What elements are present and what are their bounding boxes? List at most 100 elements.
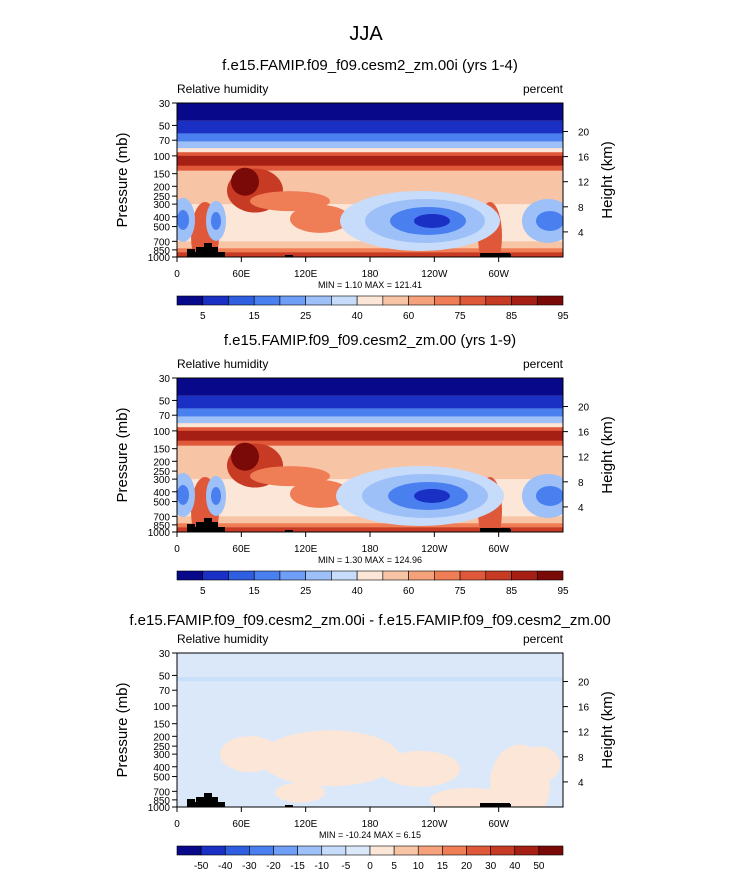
stratosphere-band [177, 103, 563, 121]
variable-label: Relative humidity [177, 357, 268, 371]
colorbar-swatch [382, 295, 409, 306]
colorbar-swatch [297, 845, 323, 856]
y2-tick-label: 16 [578, 703, 590, 714]
colorbar-label: 40 [352, 311, 364, 322]
y2-tick-label: 8 [578, 753, 584, 764]
positive-anomaly [430, 787, 510, 807]
colorbar: 5 15 25 40 60 75 85 95 [176, 295, 569, 322]
x-tick-label: 60E [232, 819, 250, 830]
y-tick-label: 850 [153, 796, 170, 807]
y-tick-label: 300 [153, 200, 170, 211]
y-tick-label: 150 [153, 445, 170, 456]
y-tick-label: 1000 [148, 253, 171, 264]
dry-blob-pacific-center [414, 488, 450, 503]
y2-tick-label: 8 [578, 478, 584, 489]
colorbar-swatch [321, 845, 347, 856]
monsoon-core [231, 167, 259, 196]
x-tick-label: 60E [232, 544, 250, 555]
x-tick-label: 120E [294, 819, 318, 830]
colorbar-swatch [253, 295, 281, 306]
topography-block [204, 518, 212, 532]
y-tick-label: 100 [153, 427, 170, 438]
positive-anomaly [275, 782, 325, 803]
colorbar-swatch [253, 570, 281, 581]
min-max-stats: MIN = 1.10 MAX = 121.41 [318, 280, 422, 290]
colorbar-label: -15 [290, 861, 305, 872]
colorbar-swatch [434, 570, 461, 581]
colorbar-swatch [224, 845, 250, 856]
panel-title: f.e15.FAMIP.f09_f09.cesm2_zm.00i - f.e15… [129, 612, 610, 629]
topography-block [285, 805, 293, 807]
y-tick-label: 70 [159, 411, 171, 422]
y-tick-label: 1000 [148, 528, 171, 539]
contour-field [177, 378, 563, 532]
y2-tick-label: 20 [578, 403, 590, 414]
topography-block [204, 243, 212, 257]
positive-anomaly [380, 750, 460, 787]
colorbar-label: -30 [242, 861, 257, 872]
stratosphere-band [177, 423, 563, 428]
x-tick-label: 120W [421, 819, 448, 830]
colorbar-swatch [490, 845, 516, 856]
variable-label: Relative humidity [177, 82, 268, 96]
topography-block [480, 803, 510, 807]
topography-block [187, 252, 223, 257]
y-axis-title: Pressure (mb) [114, 407, 131, 502]
colorbar-swatch [382, 570, 409, 581]
colorbar-label: 95 [557, 311, 569, 322]
y-tick-label: 1000 [148, 803, 171, 814]
colorbar-swatch [331, 295, 358, 306]
dry-blob-0e-core [177, 484, 189, 505]
panel-title: f.e15.FAMIP.f09_f09.cesm2_zm.00i (yrs 1-… [222, 57, 518, 74]
colorbar-swatch [393, 845, 419, 856]
y-tick-label: 250 [153, 467, 170, 478]
y-tick-label: 100 [153, 152, 170, 163]
y-tick-label: 400 [153, 763, 170, 774]
colorbar-label: 40 [509, 861, 521, 872]
y-tick-label: 70 [159, 136, 171, 147]
dry-blob-atlantic-core [536, 485, 563, 506]
topography-block [480, 253, 510, 257]
panel-3: f.e15.FAMIP.f09_f09.cesm2_zm.00i - f.e15… [114, 612, 616, 840]
x-tick-label: 180 [362, 269, 379, 280]
y-tick-label: 200 [153, 732, 170, 743]
colorbar-label: 5 [391, 861, 397, 872]
field-boundary-layer-core [177, 527, 563, 532]
y-tick-label: 250 [153, 192, 170, 203]
stratosphere-band [177, 133, 563, 142]
colorbar-swatch [511, 570, 538, 581]
x-tick-label: 60W [488, 819, 509, 830]
x-tick-label: 180 [362, 819, 379, 830]
colorbar-label: 15 [249, 311, 261, 322]
colorbar-label: 10 [413, 861, 425, 872]
colorbar-swatch [408, 295, 435, 306]
topography-block [285, 255, 293, 257]
colorbar: -50 -40 -30 -20 -15 -10 -5 0 5 10 15 20 30 40 50 [176, 845, 564, 872]
units-label: percent [523, 82, 564, 96]
y-tick-label: 850 [153, 246, 170, 257]
colorbar-swatch [345, 845, 371, 856]
stratosphere-band [177, 395, 563, 409]
colorbar-swatch [442, 845, 467, 856]
y-tick-label: 500 [153, 223, 170, 234]
pacific-moist-patch [290, 204, 350, 233]
colorbar-label: 95 [557, 586, 569, 597]
colorbar-swatch [305, 570, 332, 581]
topography-block [285, 530, 293, 532]
y-tick-label: 30 [159, 374, 171, 385]
colorbar-swatch [459, 295, 487, 306]
monsoon-core [231, 442, 259, 471]
y-tick-label: 400 [153, 488, 170, 499]
y-tick-label: 250 [153, 742, 170, 753]
colorbar-swatch [228, 295, 255, 306]
panel-title: f.e15.FAMIP.f09_f09.cesm2_zm.00 (yrs 1-9… [224, 332, 516, 349]
page-title: JJA [349, 23, 383, 45]
colorbar-label: 60 [403, 586, 415, 597]
y-tick-label: 500 [153, 498, 170, 509]
colorbar-swatch [536, 570, 564, 581]
x-tick-label: 0 [174, 819, 180, 830]
colorbar-label: -50 [194, 861, 209, 872]
colorbar-swatch [356, 295, 384, 306]
colorbar-label: 15 [249, 586, 261, 597]
